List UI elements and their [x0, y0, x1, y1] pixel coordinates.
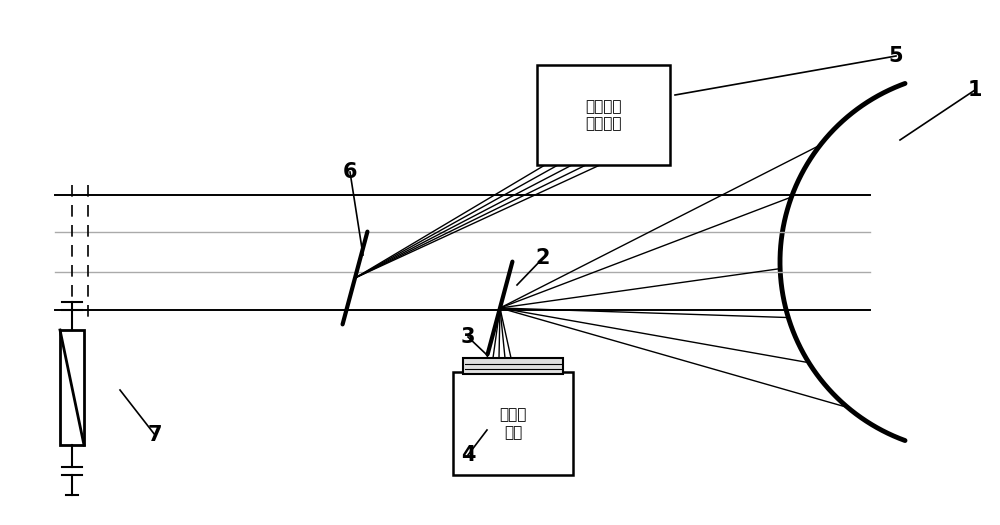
Bar — [453, 372, 573, 475]
Text: 5: 5 — [889, 46, 903, 66]
Text: 图像采集
处理模块: 图像采集 处理模块 — [585, 99, 622, 131]
Text: 7: 7 — [148, 425, 162, 445]
Text: 6: 6 — [343, 162, 357, 182]
Bar — [60, 330, 84, 445]
Bar — [537, 65, 670, 165]
Text: 2: 2 — [536, 248, 550, 268]
Bar — [463, 358, 563, 374]
Text: 4: 4 — [461, 445, 475, 465]
Text: 1: 1 — [968, 80, 982, 100]
Text: 3: 3 — [461, 327, 475, 347]
Text: 辐射源
模块: 辐射源 模块 — [499, 407, 527, 440]
